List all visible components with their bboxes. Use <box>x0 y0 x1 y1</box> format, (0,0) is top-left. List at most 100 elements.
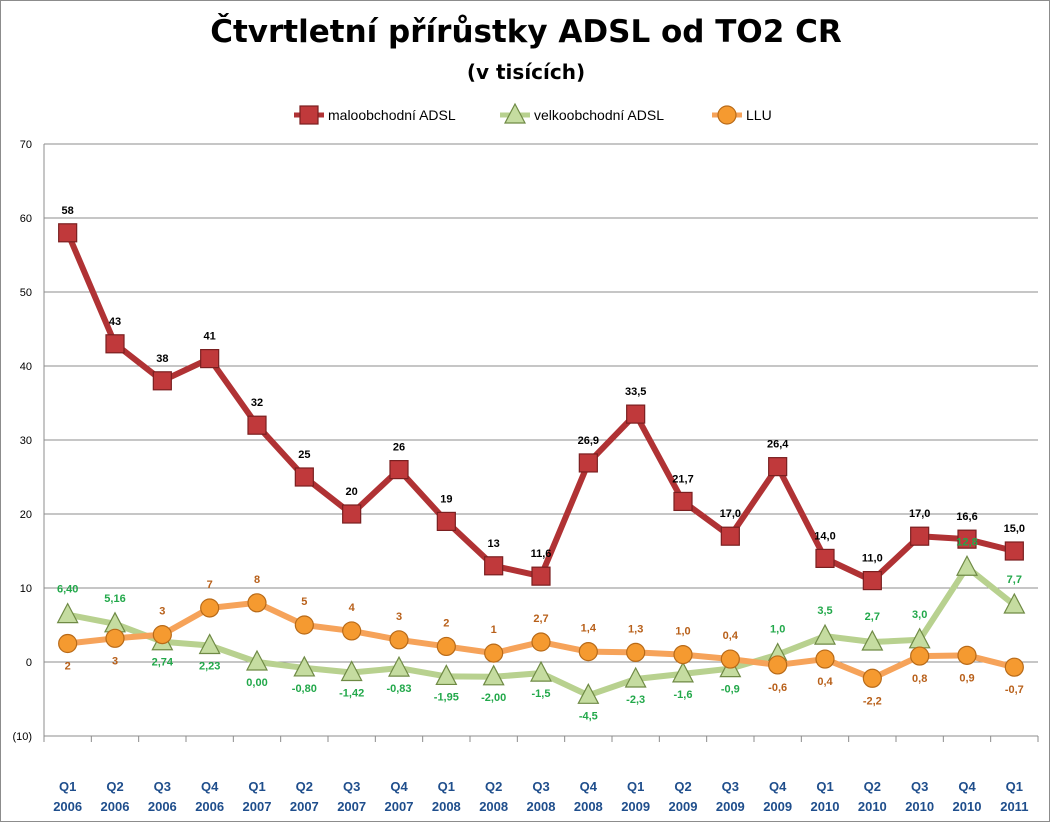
data-label-wholesale: -2,00 <box>481 692 506 704</box>
legend-marker-llu <box>717 105 737 125</box>
legend-label-wholesale: velkoobchodní ADSL <box>534 107 664 123</box>
data-point-llu <box>436 636 456 657</box>
data-point-retail <box>389 460 409 480</box>
data-point-retail <box>1004 541 1024 561</box>
x-tick-label-quarter: Q4 <box>580 779 598 794</box>
data-point-retail <box>910 526 930 546</box>
data-label-retail: 20 <box>346 486 358 498</box>
data-label-wholesale: -0,80 <box>292 683 317 695</box>
data-label-llu: 0,8 <box>912 673 927 685</box>
data-label-llu: 1,0 <box>675 626 690 638</box>
x-tick-label-year: 2009 <box>716 799 745 814</box>
data-label-wholesale: 6,40 <box>57 584 78 596</box>
x-tick-label-year: 2010 <box>811 799 840 814</box>
data-point-llu <box>247 593 267 613</box>
data-point-retail <box>342 504 362 524</box>
x-tick-label-quarter: Q4 <box>390 779 408 794</box>
x-tick-label-year: 2008 <box>479 799 508 814</box>
data-label-llu: -0,7 <box>1005 684 1024 696</box>
data-point-llu <box>578 642 598 662</box>
y-tick-label: 20 <box>20 509 32 521</box>
x-tick-label-quarter: Q2 <box>106 779 123 794</box>
data-label-retail: 33,5 <box>625 386 646 398</box>
data-label-retail: 21,7 <box>672 473 693 485</box>
x-tick-label-quarter: Q2 <box>485 779 502 794</box>
data-point-retail <box>200 349 220 369</box>
data-label-wholesale: -0,83 <box>386 683 411 695</box>
data-label-wholesale: 0,00 <box>246 677 267 689</box>
y-tick-label: 50 <box>20 287 32 299</box>
x-tick-label-year: 2006 <box>195 799 224 814</box>
data-label-wholesale: 3,0 <box>912 609 927 621</box>
data-label-llu: 2 <box>65 661 71 673</box>
legend-label-retail: maloobchodní ADSL <box>328 107 456 123</box>
data-label-retail: 58 <box>62 205 74 217</box>
data-label-wholesale: 2,23 <box>199 660 220 672</box>
data-label-retail: 25 <box>298 449 310 461</box>
data-label-llu: 5 <box>301 596 307 608</box>
x-tick-label-quarter: Q2 <box>296 779 313 794</box>
x-tick-label-year: 2008 <box>574 799 603 814</box>
data-label-wholesale: 2,7 <box>865 611 880 623</box>
x-tick-label-year: 2010 <box>858 799 887 814</box>
y-tick-label: 70 <box>20 139 32 151</box>
data-label-retail: 19 <box>440 493 452 505</box>
data-point-retail <box>815 548 835 569</box>
data-label-retail: 32 <box>251 397 263 409</box>
data-point-retail <box>58 223 78 243</box>
data-point-wholesale <box>198 633 221 655</box>
x-tick-label-year: 2007 <box>243 799 272 814</box>
data-point-retail <box>578 453 598 473</box>
data-label-llu: 2 <box>443 617 449 629</box>
x-tick-label-quarter: Q1 <box>1006 779 1023 794</box>
x-tick-label-quarter: Q4 <box>769 779 787 794</box>
x-tick-label-quarter: Q3 <box>911 779 928 794</box>
data-label-llu: -0,6 <box>768 682 787 694</box>
data-label-llu: 3 <box>112 655 118 667</box>
y-tick-label: 60 <box>20 213 32 225</box>
data-point-llu <box>815 649 835 669</box>
data-point-wholesale <box>624 666 647 688</box>
data-label-wholesale: -2,3 <box>626 694 645 706</box>
data-point-llu <box>58 633 78 654</box>
x-tick-label-year: 2007 <box>385 799 414 814</box>
data-label-wholesale: 7,7 <box>1007 574 1022 586</box>
data-label-wholesale: -1,95 <box>434 691 459 703</box>
data-point-wholesale <box>482 664 505 686</box>
data-label-llu: 0,4 <box>817 676 833 688</box>
data-point-wholesale <box>246 649 268 671</box>
x-tick-label-year: 2008 <box>527 799 556 814</box>
data-label-llu: 7 <box>207 579 213 591</box>
legend-label-llu: LLU <box>746 107 772 123</box>
data-point-wholesale <box>435 664 458 686</box>
x-tick-label-year: 2007 <box>290 799 319 814</box>
data-point-retail <box>673 491 693 512</box>
x-tick-label-year: 2010 <box>953 799 982 814</box>
x-tick-label-quarter: Q1 <box>248 779 265 794</box>
chart-title: Čtvrtletní přírůstky ADSL od TO2 CR <box>210 14 842 50</box>
data-label-retail: 26,4 <box>767 439 789 451</box>
y-tick-label: 30 <box>20 435 32 447</box>
data-point-retail <box>957 529 977 549</box>
data-label-llu: 1,4 <box>581 623 597 635</box>
x-tick-label-year: 2006 <box>148 799 177 814</box>
data-label-retail: 13 <box>488 538 500 550</box>
data-label-retail: 43 <box>109 316 121 328</box>
data-label-retail: 11,0 <box>862 553 883 565</box>
x-tick-label-quarter: Q1 <box>816 779 833 794</box>
data-point-llu <box>531 632 551 652</box>
data-point-wholesale <box>340 660 363 682</box>
x-tick-label-quarter: Q4 <box>958 779 976 794</box>
data-point-llu <box>768 655 788 675</box>
data-label-llu: 1 <box>491 624 497 636</box>
data-point-llu <box>200 598 220 618</box>
x-tick-label-quarter: Q2 <box>864 779 881 794</box>
x-tick-label-year: 2006 <box>101 799 130 814</box>
data-point-retail <box>862 570 882 591</box>
x-tick-label-year: 2009 <box>621 799 650 814</box>
x-tick-label-quarter: Q3 <box>532 779 549 794</box>
series-line-retail <box>64 231 1016 584</box>
data-label-llu: 4 <box>349 602 356 614</box>
data-label-llu: 8 <box>254 574 260 586</box>
